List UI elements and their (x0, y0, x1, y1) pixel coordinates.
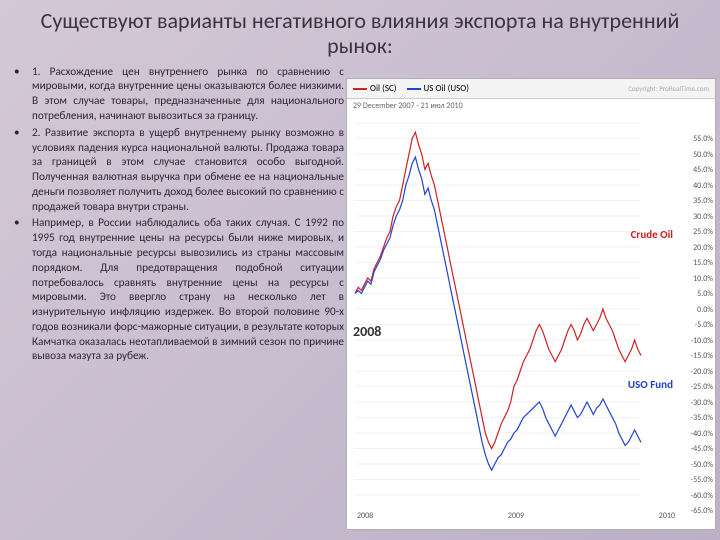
crude-oil-label: Crude Oil (631, 228, 673, 241)
chart-date-range: 29 December 2007 - 21 июл 2010 (347, 99, 715, 113)
legend-oil: Oil (SC) (353, 83, 397, 94)
legend-uso: US Oil (USO) (407, 83, 469, 94)
list-item: • 2. Развитие экспорта в ущерб внутренне… (14, 126, 344, 215)
y-tick: -65.0% (691, 506, 713, 516)
legend-swatch-oil (353, 88, 367, 90)
y-tick: -20.0% (691, 367, 713, 377)
slide-title: Существуют варианты негативного влияния … (0, 0, 720, 65)
y-tick: -5.0% (695, 320, 713, 330)
bullet-dot: • (14, 216, 32, 364)
year-box-label: 2008 (353, 323, 381, 340)
chart-panel: Oil (SC) US Oil (USO) Copyright: ProReal… (346, 78, 716, 530)
list-item: • Например, в России наблюдались оба так… (14, 216, 344, 364)
y-tick: -60.0% (691, 491, 713, 501)
y-tick: 45.0% (693, 165, 713, 175)
x-tick: 2008 (357, 511, 373, 521)
bullet-text-2: 2. Развитие экспорта в ущерб внутреннему… (32, 126, 344, 215)
y-tick: -25.0% (691, 382, 713, 392)
y-tick: -45.0% (691, 444, 713, 454)
y-tick: 25.0% (693, 227, 713, 237)
chart-copyright: Copyright: ProRealTime.com (628, 84, 709, 93)
y-tick: 30.0% (693, 212, 713, 222)
y-tick: 55.0% (693, 134, 713, 144)
x-axis: 2008 2009 2010 (357, 511, 675, 521)
chart-legend: Oil (SC) US Oil (USO) (353, 83, 469, 94)
y-tick: 5.0% (697, 289, 713, 299)
legend-label-uso: US Oil (USO) (424, 83, 469, 94)
y-tick: 50.0% (693, 150, 713, 160)
x-tick: 2009 (508, 511, 524, 521)
y-tick: 10.0% (693, 274, 713, 284)
chart-svg (347, 113, 677, 513)
chart-header: Oil (SC) US Oil (USO) Copyright: ProReal… (347, 79, 715, 99)
bullet-dot: • (14, 126, 32, 215)
y-tick: 35.0% (693, 196, 713, 206)
legend-label-oil: Oil (SC) (370, 83, 397, 94)
y-tick: 40.0% (693, 181, 713, 191)
y-tick: -10.0% (691, 336, 713, 346)
y-tick: -40.0% (691, 429, 713, 439)
y-tick: -15.0% (691, 351, 713, 361)
x-tick: 2010 (659, 511, 675, 521)
y-tick: -55.0% (691, 475, 713, 485)
y-tick: 20.0% (693, 243, 713, 253)
chart-plot-area: -65.0% -60.0% -55.0% -50.0% -45.0% -40.0% -35.… (347, 113, 715, 523)
y-tick: 0.0% (697, 305, 713, 315)
bullet-text-1: 1. Расхождение цен внутреннего рынка по … (32, 65, 344, 124)
y-tick: -35.0% (691, 413, 713, 423)
y-tick: -50.0% (691, 460, 713, 470)
y-tick: -30.0% (691, 398, 713, 408)
legend-swatch-uso (407, 88, 421, 90)
y-tick: 15.0% (693, 258, 713, 268)
uso-fund-label: USO Fund (628, 378, 673, 391)
list-item: • 1. Расхождение цен внутреннего рынка п… (14, 65, 344, 124)
bullet-list: • 1. Расхождение цен внутреннего рынка п… (14, 65, 344, 367)
bullet-text-3: Например, в России наблюдались оба таких… (32, 216, 344, 364)
bullet-dot: • (14, 65, 32, 124)
series-crude-oil (355, 132, 641, 448)
